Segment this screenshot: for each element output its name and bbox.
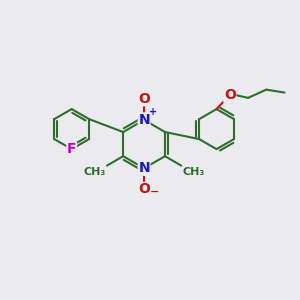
Text: F: F	[67, 142, 76, 156]
Text: +: +	[149, 107, 157, 117]
Text: N: N	[138, 161, 150, 175]
Text: O: O	[224, 88, 236, 102]
Text: O: O	[138, 182, 150, 197]
Text: O: O	[138, 92, 150, 106]
Text: CH₃: CH₃	[183, 167, 205, 177]
Text: N: N	[138, 113, 150, 127]
Text: CH₃: CH₃	[83, 167, 106, 177]
Text: −: −	[150, 187, 159, 197]
